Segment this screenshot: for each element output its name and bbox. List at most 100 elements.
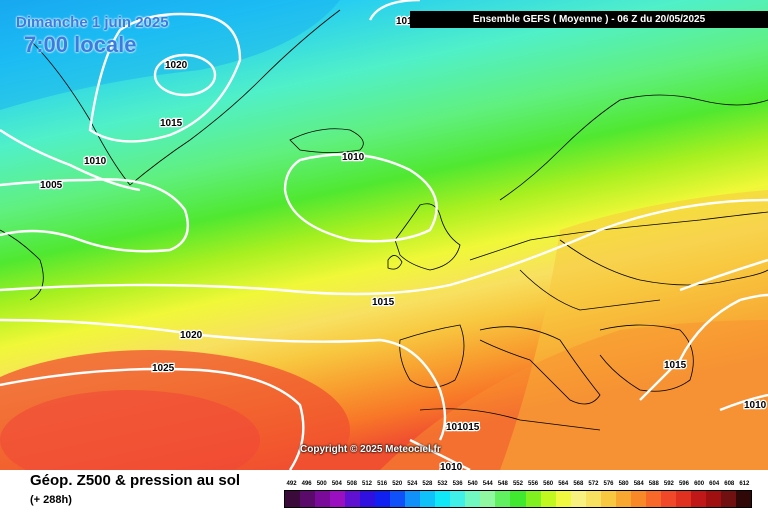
scale-label: 560 [543, 481, 554, 487]
scale-label: 604 [709, 481, 720, 487]
isobar-1015-mid [0, 198, 768, 296]
scale-swatch [555, 491, 571, 507]
warm-anomaly-south [380, 320, 768, 470]
isobar-1005 [0, 178, 190, 253]
isobar-label: 1010 [342, 152, 365, 163]
scale-label: 584 [633, 481, 644, 487]
scale-label: 536 [452, 481, 463, 487]
scale-label: 592 [663, 481, 674, 487]
scale-swatch [420, 491, 436, 507]
scale-swatch [450, 491, 466, 507]
isobar-1015-balkans [639, 293, 768, 401]
scale-swatch [735, 491, 751, 507]
isobar-label: 101015 [446, 422, 480, 433]
scale-label: 556 [528, 481, 539, 487]
scale-label: 548 [497, 481, 508, 487]
scale-swatch [540, 491, 556, 507]
isobar-label: 1020 [180, 330, 203, 341]
scale-label: 516 [377, 481, 388, 487]
scale-label: 552 [512, 481, 523, 487]
scale-swatch [585, 491, 601, 507]
scale-swatch [720, 491, 736, 507]
lead-time: (+ 288h) [30, 494, 72, 506]
isobar-label: 1020 [165, 60, 188, 71]
forecast-date: Dimanche 1 juin 2025 [16, 14, 169, 31]
scale-label: 512 [362, 481, 373, 487]
scale-label: 580 [618, 481, 629, 487]
field-title: Géop. Z500 & pression au sol [30, 472, 241, 489]
isobar-1010-iceland [283, 153, 438, 243]
scale-label: 524 [407, 481, 418, 487]
scale-label: 532 [437, 481, 448, 487]
weather-map: 1020 1015 1010 1010 1005 1015 1020 1025 … [0, 0, 768, 470]
scale-label: 504 [331, 481, 342, 487]
color-scale-bar [284, 490, 752, 508]
isobar-labels: 1020 1015 1010 1010 1005 1015 1020 1025 … [39, 15, 768, 470]
subtropical-high-core [0, 390, 260, 470]
isobars [0, 0, 768, 470]
color-scale: 492 496 500 504 508 512 516 520 524 528 532 536 540 5… [284, 478, 752, 508]
scale-label: 608 [724, 481, 735, 487]
isobar-label: 1005 [40, 180, 63, 191]
isobar-label: 1010 [744, 400, 767, 411]
coastlines [0, 9, 768, 431]
scale-swatch [330, 491, 346, 507]
color-scale-labels: 492 496 500 504 508 512 516 520 524 528 532 536 540 5… [284, 478, 752, 490]
isobar-label: 1015 [664, 360, 687, 371]
scale-swatch [630, 491, 646, 507]
scale-swatch [690, 491, 706, 507]
isobar-label: 1015 [372, 297, 395, 308]
isobar-1010-east [719, 393, 768, 412]
isobar-label: 1015 [160, 118, 183, 129]
forecast-time: 7:00 locale [24, 32, 137, 57]
isobar-label: 1010 [84, 156, 107, 167]
scale-swatch [465, 491, 481, 507]
scale-swatch [435, 491, 451, 507]
isobar-label: 1025 [152, 363, 175, 374]
scale-label: 520 [392, 481, 403, 487]
scale-label: 572 [588, 481, 599, 487]
isobar-1020-mid [0, 318, 447, 441]
isobar-1015-east [679, 258, 768, 292]
scale-swatch [510, 491, 526, 507]
scale-swatch [570, 491, 586, 507]
scale-label: 596 [678, 481, 689, 487]
isobar-1010-north-top [368, 0, 421, 21]
scale-label: 612 [739, 481, 750, 487]
scale-swatch [705, 491, 721, 507]
scale-label: 576 [603, 481, 614, 487]
isobar-1020-north [153, 53, 217, 97]
model-run-header: Ensemble GEFS ( Moyenne ) - 06 Z du 20/0… [410, 11, 768, 28]
scale-label: 564 [558, 481, 569, 487]
scale-label: 568 [573, 481, 584, 487]
scale-label: 500 [316, 481, 327, 487]
copyright-notice: Copyright © 2025 Meteociel.fr [300, 444, 441, 455]
scale-swatch [675, 491, 691, 507]
scale-label: 508 [346, 481, 357, 487]
scale-swatch [300, 491, 316, 507]
scale-swatch [375, 491, 391, 507]
scale-label: 528 [422, 481, 433, 487]
scale-swatch [345, 491, 361, 507]
scale-swatch [390, 491, 406, 507]
scale-swatch [360, 491, 376, 507]
cold-pool-north [0, 0, 340, 110]
scale-label: 600 [694, 481, 705, 487]
legend-footer: Géop. Z500 & pression au sol (+ 288h) 49… [0, 470, 768, 512]
scale-swatch [285, 491, 301, 507]
isobar-1025 [0, 367, 305, 470]
scale-swatch [615, 491, 631, 507]
scale-swatch [480, 491, 496, 507]
scale-swatch [405, 491, 421, 507]
scale-swatch [525, 491, 541, 507]
scale-label: 588 [648, 481, 659, 487]
scale-label: 496 [301, 481, 312, 487]
scale-label: 544 [482, 481, 493, 487]
isobar-1010-south [409, 438, 471, 470]
scale-swatch [600, 491, 616, 507]
scale-swatch [315, 491, 331, 507]
isobar-label: 1010 [440, 462, 463, 470]
scale-label: 492 [286, 481, 297, 487]
scale-swatch [495, 491, 511, 507]
